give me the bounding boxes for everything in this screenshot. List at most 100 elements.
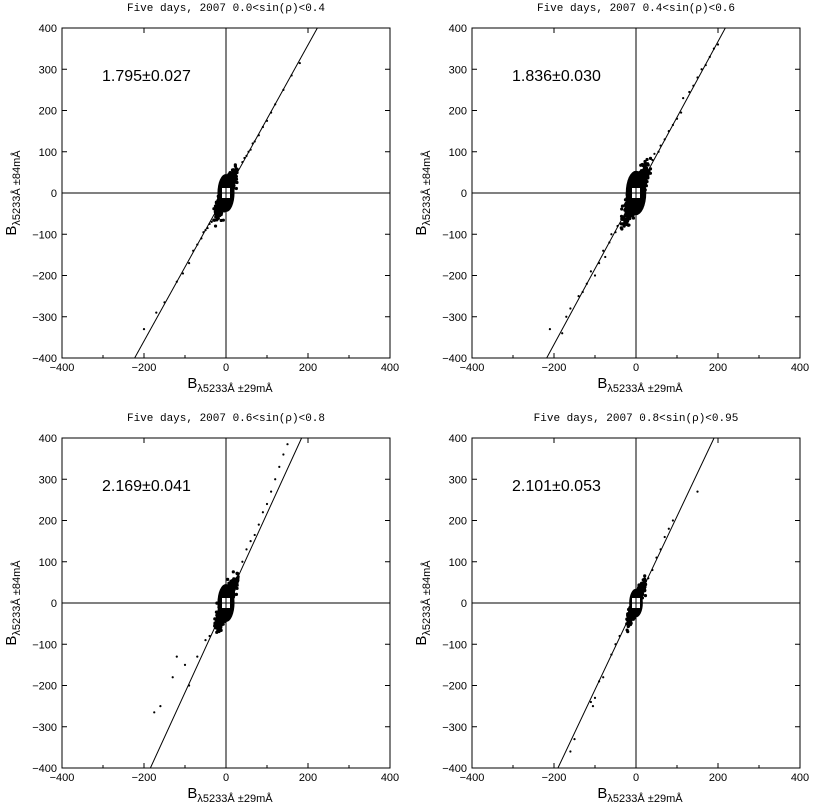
data-point (671, 519, 675, 522)
data-point (680, 111, 683, 114)
data-point (688, 90, 691, 94)
y-tick-label: 100 (39, 557, 57, 569)
y-tick-label: 0 (51, 188, 57, 200)
data-point (163, 301, 166, 304)
y-tick-label: −100 (442, 639, 467, 651)
y-tick-label: −400 (442, 763, 467, 775)
data-point (274, 103, 277, 106)
data-point (614, 643, 617, 646)
x-tick-label: 400 (791, 772, 809, 784)
data-point (243, 156, 246, 160)
y-tick-label: 200 (39, 516, 57, 528)
y-axis-label: Bλ5233Å ±84mÅ (3, 150, 23, 236)
data-point (593, 696, 597, 699)
core-point (622, 224, 626, 228)
data-point (712, 47, 716, 50)
data-point (598, 262, 601, 265)
y-tick-label: 0 (51, 598, 57, 610)
data-point (241, 560, 244, 563)
core-point (626, 612, 630, 616)
data-point (278, 465, 281, 468)
data-point (206, 226, 209, 230)
data-point (577, 295, 580, 298)
y-axis-label: Bλ5233Å ±84mÅ (413, 150, 433, 236)
data-point (270, 111, 273, 114)
core-point (625, 207, 629, 211)
data-point (616, 224, 619, 228)
x-axis-label: Bλ5233Å ±29mÅ (187, 375, 273, 395)
data-point (569, 750, 572, 753)
data-point (716, 43, 720, 46)
data-point (171, 676, 174, 679)
data-point (261, 125, 264, 129)
core-point (636, 586, 641, 590)
y-axis-label-unit: ±84mÅ (420, 150, 433, 188)
core-point (213, 617, 217, 621)
y-axis-label: Bλ5233Å ±84mÅ (3, 560, 23, 646)
data-point (155, 311, 158, 314)
data-point (282, 88, 285, 91)
core-point (214, 212, 218, 216)
core-point (231, 587, 235, 591)
data-point (653, 152, 656, 155)
data-point (614, 231, 617, 234)
x-axis-label-sub: λ5233Å (197, 382, 235, 395)
data-point (610, 653, 613, 656)
data-point (247, 150, 250, 153)
core-point (620, 207, 624, 211)
x-axis-label-sub: λ5233Å (607, 792, 645, 805)
data-point (196, 243, 199, 246)
x-tick-label: 400 (381, 772, 399, 784)
y-axis-label-unit: ±84mÅ (420, 560, 433, 598)
panel-title: Five days, 2007 0.4<sin(ρ)<0.6 (537, 3, 735, 15)
x-tick-label: −400 (50, 362, 75, 374)
core-point (628, 211, 632, 215)
data-point (704, 64, 707, 67)
data-point (589, 700, 593, 704)
y-tick-label: 100 (39, 147, 57, 159)
data-point (253, 140, 256, 143)
y-axis-label-main: B (413, 636, 430, 646)
y-tick-label: 400 (39, 433, 57, 445)
data-point (261, 511, 264, 514)
core-point (620, 204, 625, 208)
panel-title: Five days, 2007 0.0<sin(ρ)<0.4 (127, 3, 325, 15)
core-point (645, 163, 649, 167)
data-point (282, 453, 285, 456)
data-point (682, 97, 685, 100)
core-point (234, 592, 239, 596)
data-point (561, 332, 564, 335)
x-axis-label: Bλ5233Å ±29mÅ (597, 785, 683, 805)
x-tick-label: −200 (132, 772, 157, 784)
x-tick-label: −400 (460, 772, 485, 784)
y-axis-label-main: B (413, 226, 430, 236)
core-point (639, 163, 643, 167)
data-point (692, 84, 695, 87)
y-tick-label: 200 (39, 106, 57, 118)
core-point (624, 220, 628, 224)
core-point (218, 209, 222, 213)
data-point (159, 705, 162, 708)
core-point (643, 582, 648, 586)
y-tick-label: 0 (461, 598, 467, 610)
core-point (221, 218, 225, 222)
core-point (642, 585, 646, 589)
data-point (265, 502, 269, 506)
core-point (234, 177, 239, 181)
data-point (204, 229, 207, 232)
data-point (700, 68, 703, 71)
x-tick-label: 200 (299, 362, 317, 374)
data-point (708, 55, 711, 58)
core-point (624, 212, 628, 216)
data-point (181, 272, 185, 275)
core-point (639, 169, 644, 173)
data-point (188, 684, 191, 687)
y-tick-label: 200 (449, 106, 467, 118)
x-axis-label-sub: λ5233Å (607, 382, 645, 395)
data-point (210, 220, 213, 223)
x-tick-label: 0 (223, 772, 229, 784)
data-point (651, 568, 654, 572)
data-point (667, 130, 670, 133)
y-tick-label: −300 (442, 312, 467, 324)
x-axis-label-main: B (597, 785, 607, 802)
